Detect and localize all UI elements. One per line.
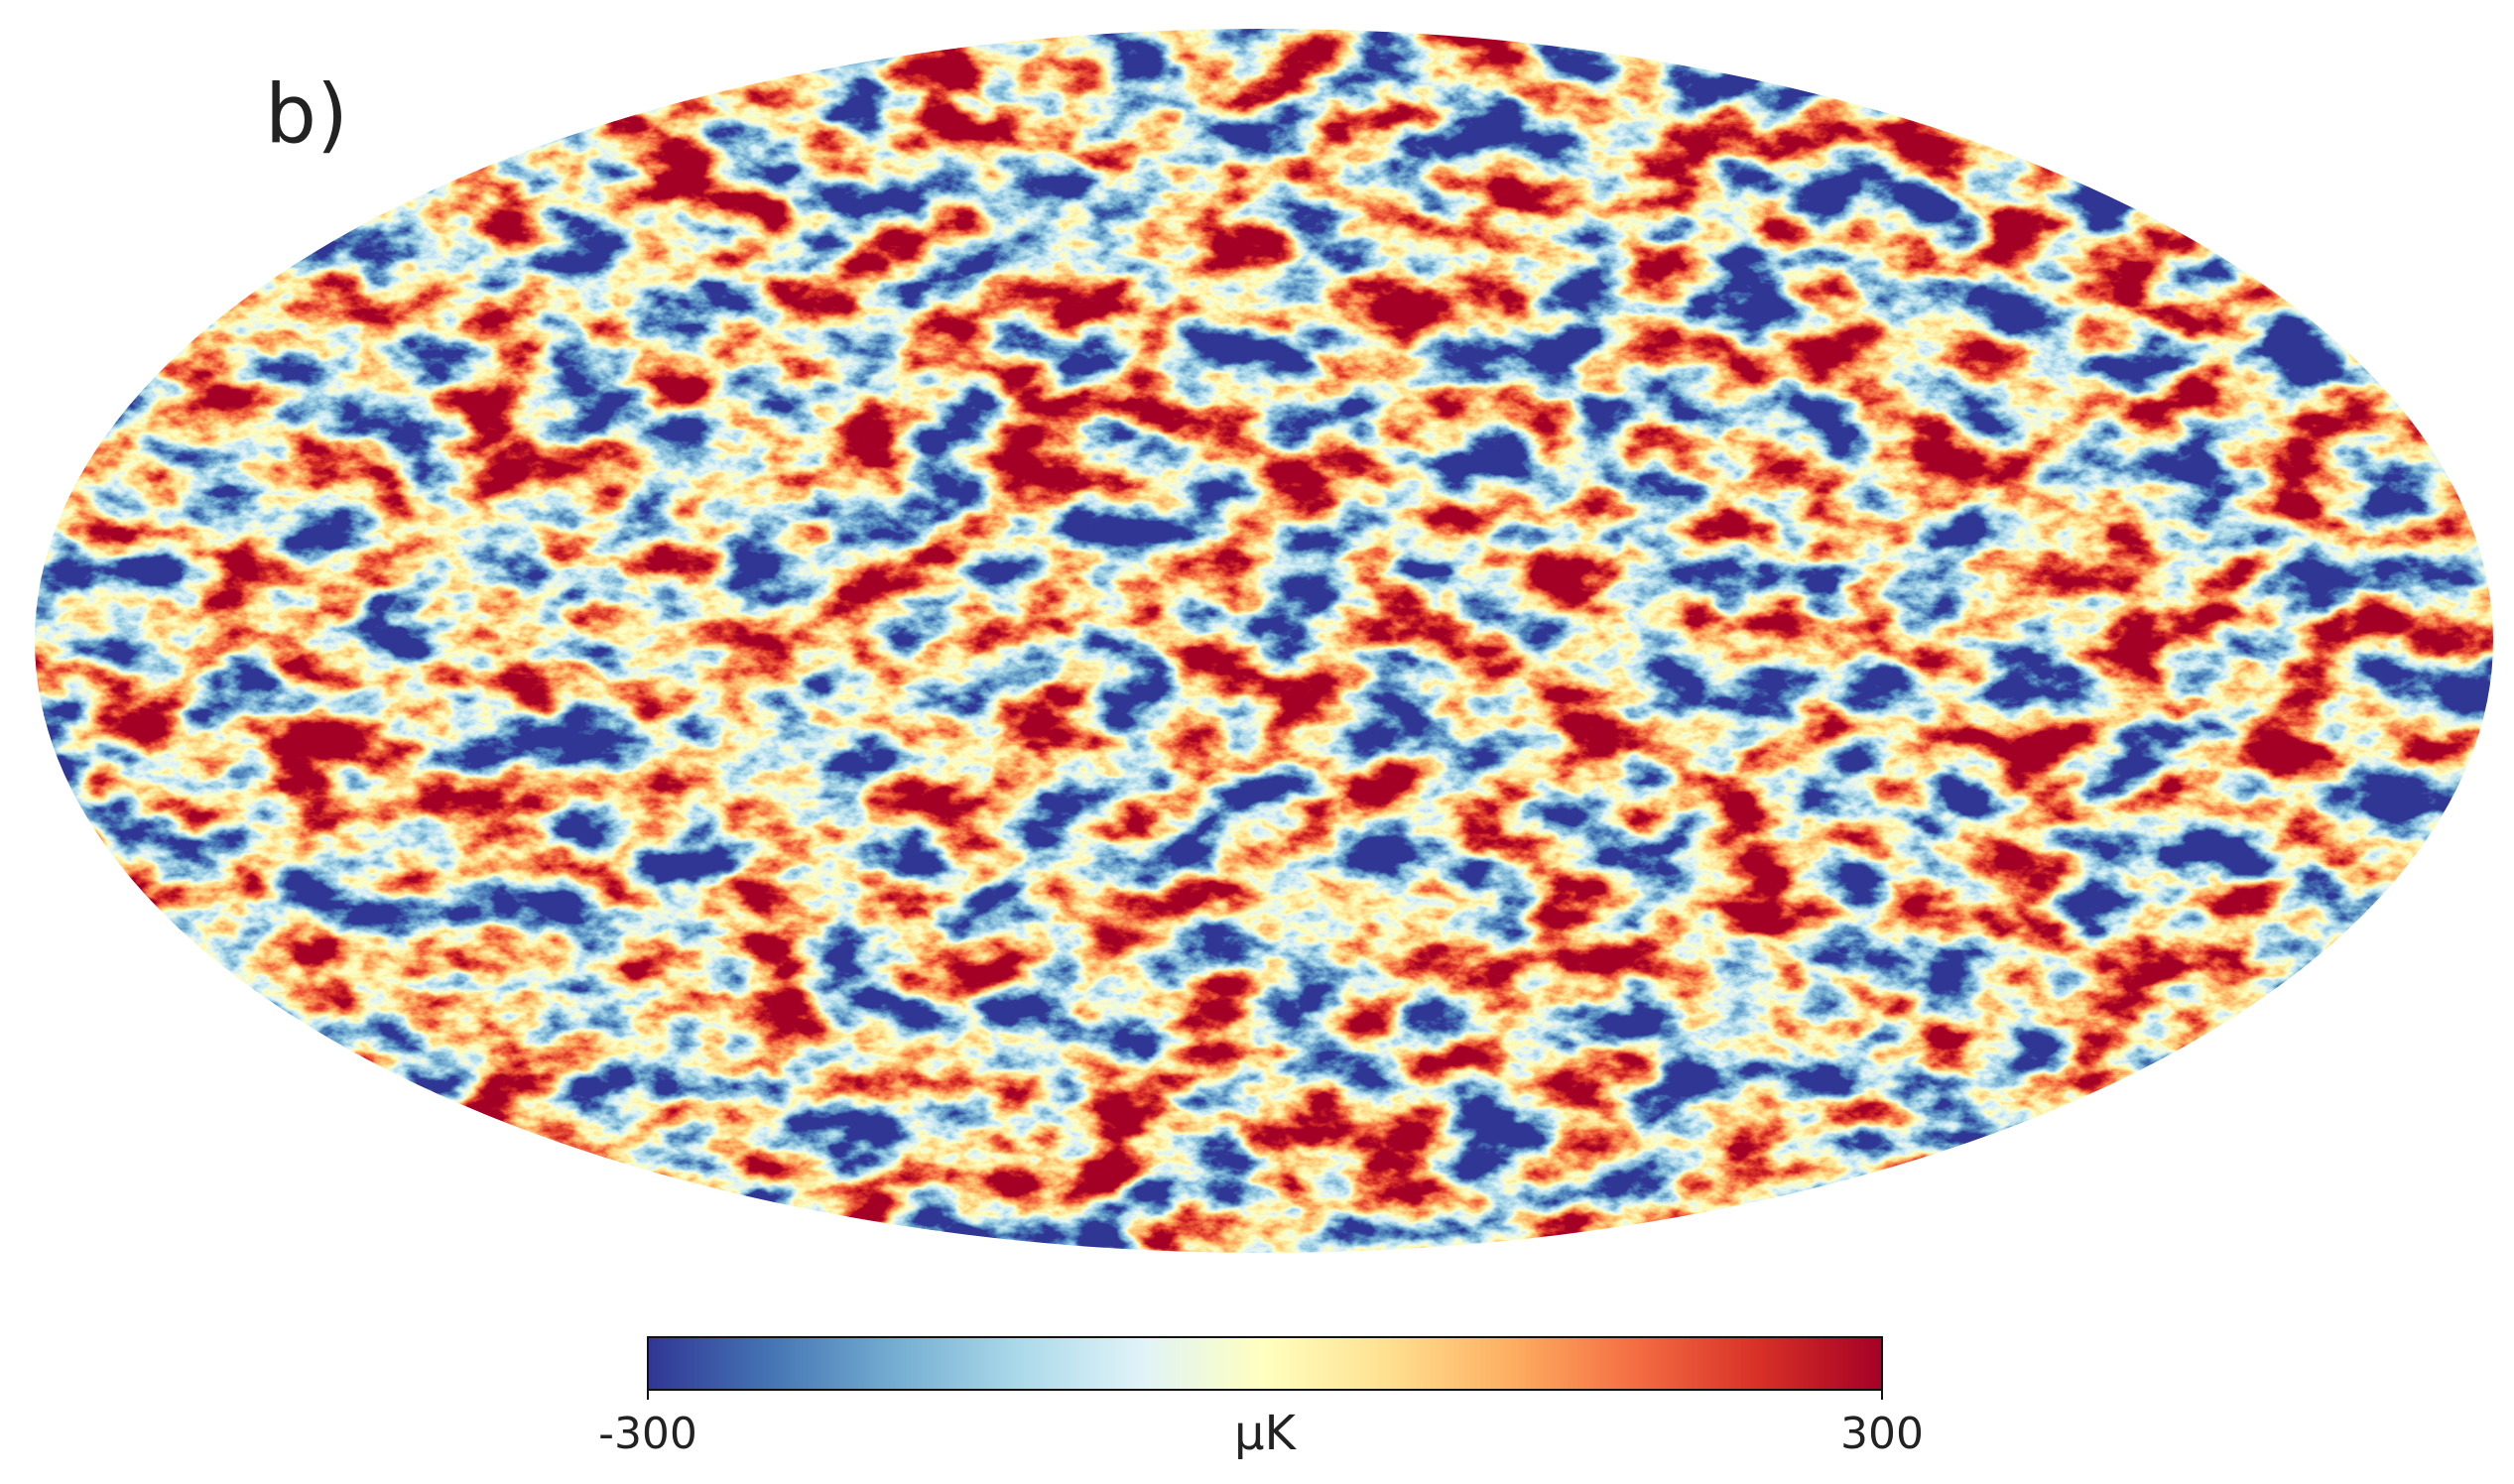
sky-map <box>35 29 2493 1253</box>
panel-label: b) <box>265 67 348 162</box>
tick-label: 300 <box>1840 1409 1924 1459</box>
colorbar <box>647 1336 1883 1391</box>
temperature-field <box>35 29 2493 1253</box>
colorbar-label: μK <box>1234 1406 1298 1461</box>
tick-label: -300 <box>598 1409 697 1459</box>
